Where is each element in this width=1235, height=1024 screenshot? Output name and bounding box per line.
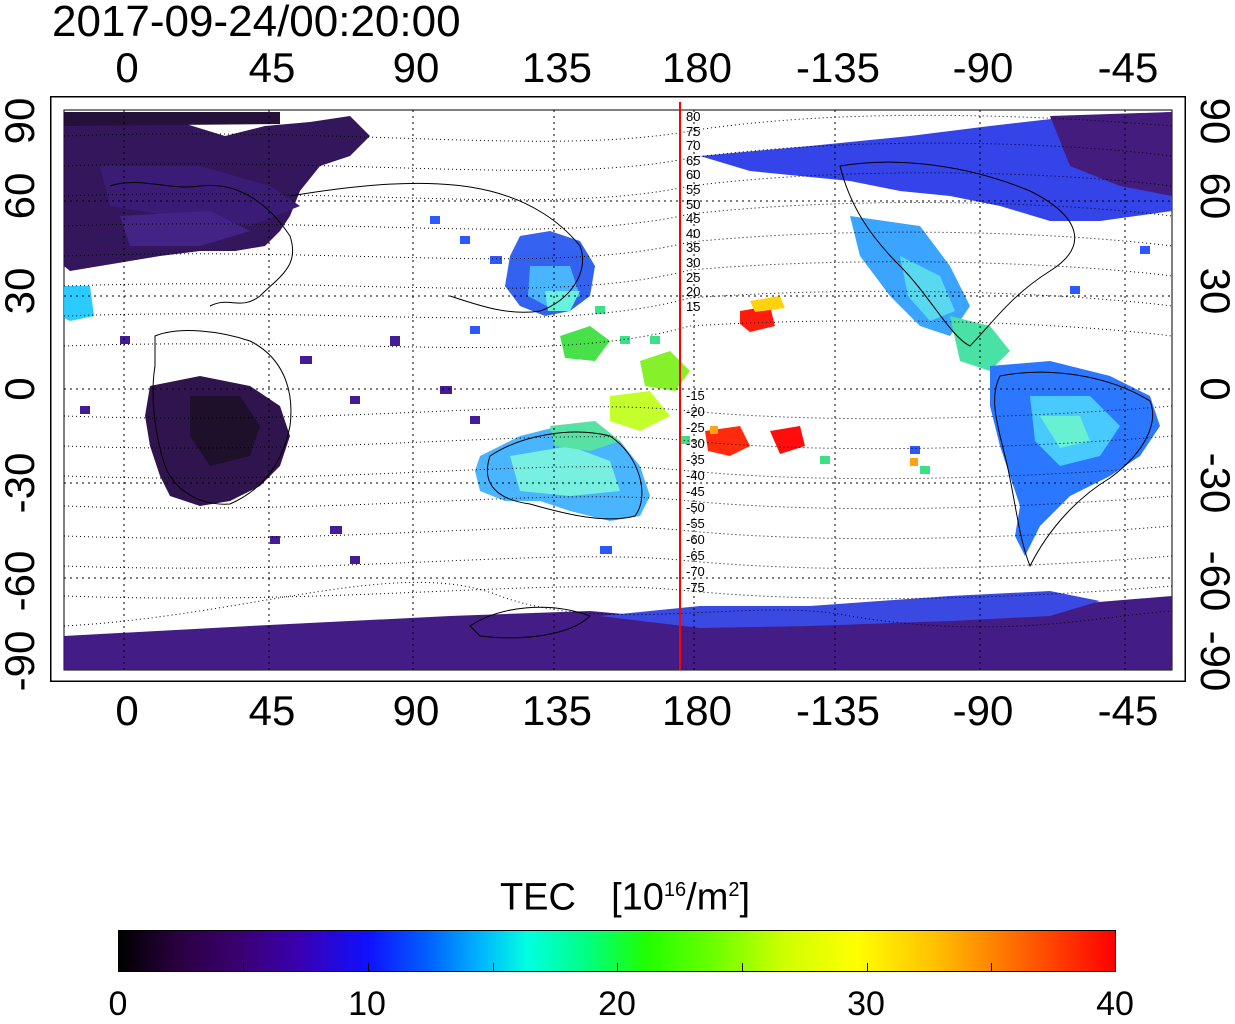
meridian-label: 80 <box>686 109 701 124</box>
meridian-label: -25 <box>686 420 705 435</box>
meridian-label: -40 <box>686 468 705 483</box>
meridian-label: 75 <box>686 123 701 139</box>
colorbar-tick <box>243 963 244 971</box>
top-lon-label: 90 <box>392 44 440 91</box>
meridian-label: -50 <box>686 500 705 515</box>
colorbar-label: 40 <box>1096 985 1134 1023</box>
bottom-lon-label: 90 <box>392 687 440 734</box>
meridian-label: -45 <box>686 484 705 499</box>
top-lon-label: -45 <box>1097 44 1159 91</box>
colorbar-unit-part: ] <box>739 876 751 919</box>
bottom-lon-label: 180 <box>661 687 733 734</box>
meridian-label: -30 <box>686 436 705 451</box>
colorbar-tick <box>493 963 494 971</box>
colorbar-unit-part: [10 <box>611 876 664 919</box>
bottom-lon-label: -45 <box>1097 687 1159 734</box>
colorbar-unit-exponent: 2 <box>728 879 740 901</box>
meridian-label: 55 <box>686 181 701 197</box>
meridian-label: 25 <box>686 269 701 285</box>
meridian-label: 65 <box>686 152 701 168</box>
graticule <box>64 110 1172 670</box>
top-lon-label: 0 <box>115 44 139 91</box>
colorbar-label: 30 <box>847 985 885 1023</box>
top-lon-label: -90 <box>952 44 1014 91</box>
magnetic-contours <box>63 114 1173 628</box>
meridian-label: 60 <box>686 167 701 183</box>
colorbar-tick <box>617 963 618 971</box>
meridian-label: 40 <box>686 225 701 241</box>
meridian-north-labels: 80 75 70 65 60 55 50 45 40 35 30 25 20 1… <box>686 109 701 314</box>
colorbar-unit-part: /m <box>686 876 729 919</box>
colorbar-tick <box>368 963 369 971</box>
colorbar-tick <box>991 963 992 971</box>
top-lon-label: 180 <box>661 44 733 91</box>
colorbar <box>118 930 1116 972</box>
meridian-label: 30 <box>686 254 701 270</box>
meridian-label: -55 <box>686 516 705 531</box>
meridian-label: -60 <box>686 532 705 547</box>
coastlines <box>109 161 1154 639</box>
right-lat-label: -90 <box>1192 630 1235 692</box>
bottom-lon-label: 0 <box>115 687 139 734</box>
meridian-label: -65 <box>686 548 705 563</box>
colorbar-label: 0 <box>108 985 128 1023</box>
meridian-label: 50 <box>686 196 701 212</box>
colorbar-tick <box>867 963 868 971</box>
tec-data-layer <box>64 112 1172 670</box>
top-lon-label: -135 <box>795 44 881 91</box>
left-lat-label: -90 <box>0 630 43 692</box>
colorbar-quantity: TEC <box>499 876 576 919</box>
colorbar-unit-exponent: 16 <box>663 879 687 901</box>
colorbar-label: 10 <box>348 985 386 1023</box>
meridian-label: 35 <box>686 240 701 256</box>
tec-map: 80 75 70 65 60 55 50 45 40 35 30 25 20 1… <box>50 96 1186 682</box>
meridian-label: 15 <box>686 298 701 314</box>
meridian-label: 45 <box>686 211 701 227</box>
bottom-lon-label: 45 <box>248 687 296 734</box>
colorbar-tick <box>742 963 743 971</box>
meridian-label: -70 <box>686 564 705 579</box>
meridian-label: -75 <box>686 580 705 595</box>
timestamp: 2017-09-24/00:20:00 <box>52 0 461 46</box>
colorbar-label: 20 <box>598 985 636 1023</box>
bottom-lon-label: 135 <box>521 687 593 734</box>
colorbar-title: TEC [1016/m2] <box>480 868 770 920</box>
meridian-label: -20 <box>686 404 705 419</box>
bottom-lon-label: -135 <box>795 687 881 734</box>
bottom-lon-label: -90 <box>952 687 1014 734</box>
tec-map-canvas <box>50 96 1186 682</box>
meridian-label: -35 <box>686 452 705 467</box>
meridian-label: 70 <box>686 138 701 154</box>
top-lon-label: 135 <box>521 44 593 91</box>
meridian-south-labels: -15 -20 -25 -30 -35 -40 -45 -50 -55 -60 … <box>686 388 705 596</box>
meridian-label: -15 <box>686 388 705 403</box>
meridian-label: 20 <box>686 284 701 300</box>
tec-north-pacific <box>700 112 1172 221</box>
top-lon-label: 45 <box>248 44 296 91</box>
